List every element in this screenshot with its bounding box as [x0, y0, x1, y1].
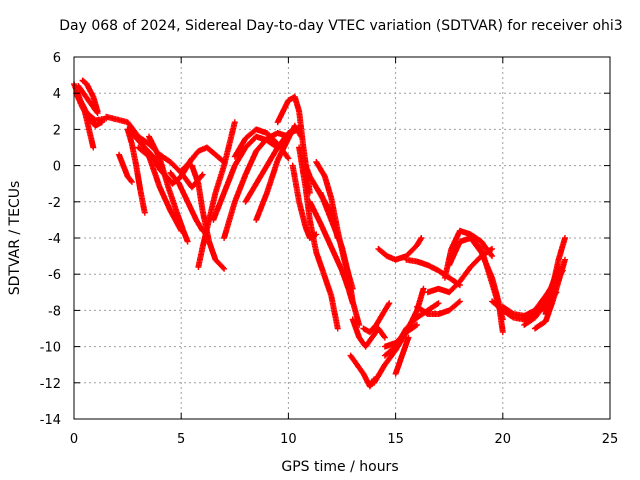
y-tick-label: -14: [40, 413, 61, 428]
y-tick-label: 2: [53, 123, 61, 138]
y-tick-label: -4: [48, 232, 61, 247]
x-tick-label: 25: [602, 432, 619, 447]
data-points: [71, 77, 568, 390]
point-markers: [296, 144, 341, 332]
series-arc-28: [349, 316, 388, 350]
x-tick-label: 15: [387, 432, 404, 447]
y-tick-label: -2: [48, 196, 61, 211]
point-markers: [414, 298, 463, 317]
y-tick-label: 0: [53, 160, 61, 175]
y-tick-label: -8: [48, 304, 61, 319]
x-tick-label: 5: [177, 432, 185, 447]
series-arc-09: [135, 144, 185, 234]
series-arc-20: [253, 122, 305, 223]
y-tick-label: -6: [48, 268, 61, 283]
point-markers: [253, 122, 305, 223]
point-markers: [392, 334, 412, 377]
series-arc-17: [221, 130, 292, 241]
grid-lines: [74, 57, 610, 419]
point-markers: [81, 108, 97, 151]
y-tick-label: 4: [53, 87, 61, 102]
point-markers: [178, 144, 228, 174]
series-arc-05: [81, 108, 97, 151]
point-markers: [195, 119, 238, 270]
point-markers: [167, 169, 206, 234]
chart-title: Day 068 of 2024, Sidereal Day-to-day VTE…: [59, 18, 622, 34]
axis-ticks: [73, 56, 611, 420]
point-markers: [124, 126, 148, 216]
point-markers: [317, 189, 363, 328]
point-markers: [349, 316, 388, 350]
point-markers: [79, 77, 101, 115]
point-markers: [375, 235, 425, 263]
series-arc-37: [414, 298, 463, 317]
y-tick-label: -10: [40, 341, 61, 356]
series-arc-30: [360, 300, 393, 336]
x-tick-label: 0: [70, 432, 78, 447]
y-tick-labels: -14 -12 -10 -8 -6 -4 -2 0 2 4 6: [40, 51, 61, 428]
series-arc-23: [296, 144, 341, 332]
series-arc-08: [124, 126, 148, 216]
series-arc-12: [116, 151, 135, 185]
y-tick-label: 6: [53, 51, 61, 66]
point-markers: [135, 144, 185, 234]
series-arc-16: [210, 133, 281, 223]
y-tick-label: -12: [40, 377, 61, 392]
point-markers: [116, 151, 135, 185]
x-tick-label: 10: [280, 432, 297, 447]
series-arc-04: [79, 77, 101, 115]
series-arc-22: [289, 162, 320, 241]
series-arc-33: [375, 235, 425, 263]
point-markers: [146, 133, 191, 245]
series-arc-39: [441, 227, 496, 281]
series-arc-46: [542, 235, 568, 317]
series-arc-10: [146, 133, 191, 245]
series-arc-15: [195, 119, 238, 270]
point-markers: [210, 133, 281, 223]
series-arc-11: [167, 169, 206, 234]
point-markers: [289, 162, 320, 241]
point-markers: [221, 130, 292, 241]
x-tick-labels: 0 5 10 15 20 25: [70, 432, 618, 447]
series-arc-27: [317, 189, 363, 328]
y-axis-label: SDTVAR / TECUs: [7, 181, 23, 296]
point-markers: [360, 300, 393, 336]
point-markers: [441, 227, 496, 281]
series-arc-13: [178, 144, 228, 174]
x-tick-label: 20: [495, 432, 512, 447]
x-axis-label: GPS time / hours: [281, 459, 398, 475]
series-arc-35: [392, 334, 412, 377]
point-markers: [542, 235, 568, 317]
